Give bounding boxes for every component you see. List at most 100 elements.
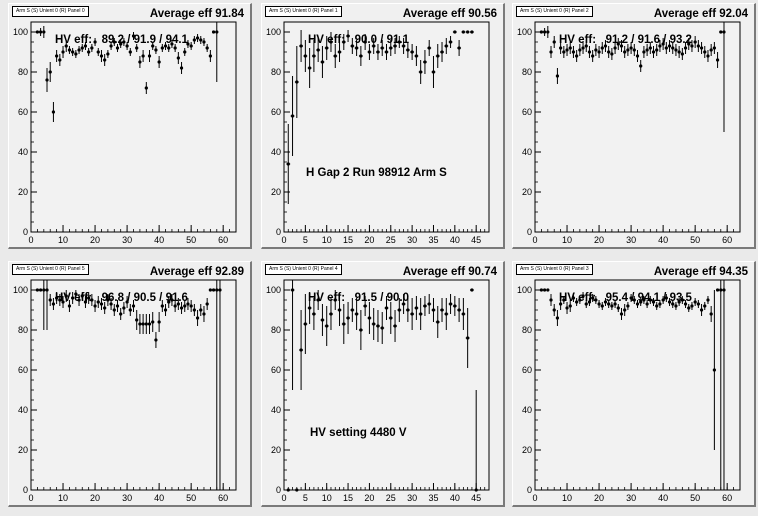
data-point [376,324,380,328]
data-point [320,318,325,322]
data-point [346,34,350,38]
efficiency-plot: 0 20 40 60 80 100 0 5 10 15 20 25 30 35 40 45 [266,279,490,503]
data-point [397,308,401,312]
data-point [147,54,152,58]
data-point [128,308,132,312]
y-tick-label: 100 [266,27,281,37]
data-point [559,46,563,50]
efficiency-plot: 0 20 40 60 80 100 0 10 20 30 40 50 60 [517,21,741,245]
data-point [333,54,337,58]
data-point [440,308,444,312]
data-point [74,292,78,296]
data-point [706,54,710,58]
data-point [42,288,46,292]
data-point [661,42,665,46]
data-point [642,50,646,54]
data-point [170,298,174,302]
data-point [623,50,627,54]
data-point [393,324,397,328]
data-point [189,304,193,308]
data-point [568,304,572,308]
data-point [667,44,672,48]
data-point [55,296,59,300]
data-point [115,46,120,50]
data-point [706,298,710,302]
data-point [658,302,662,306]
y-tick-label: 20 [271,445,281,455]
x-tick-label: 0 [28,235,33,245]
data-point [687,42,691,46]
x-tick-label: 20 [594,493,604,503]
data-point [690,304,694,308]
x-tick-label: 0 [28,493,33,503]
data-point [135,318,139,322]
data-point [93,40,97,44]
data-point [83,300,88,304]
data-point [448,302,453,306]
data-point [170,42,174,46]
efficiency-plot: 0 20 40 60 80 100 0 10 20 30 40 50 60 [517,279,741,503]
data-point [414,54,418,58]
data-point [677,300,681,304]
data-point [144,322,148,326]
data-point [389,316,393,320]
data-point [680,298,684,302]
data-point [591,54,595,58]
data-point [51,302,56,306]
data-point [48,70,52,74]
data-point [466,336,470,340]
data-point [144,86,148,90]
y-tick-label: 20 [18,187,28,197]
data-point [211,288,216,292]
data-point [329,312,333,316]
data-point [693,40,697,44]
panel-1: 0 20 40 60 80 100 0 5 10 15 20 25 30 35 40 45 Arm S (S) … [261,3,505,249]
data-point [664,46,668,50]
data-point [423,60,427,64]
data-point [61,50,65,54]
x-tick-label: 15 [343,493,353,503]
data-point [202,312,206,316]
x-tick-label: 0 [532,493,537,503]
data-point [470,288,474,292]
data-point [380,46,384,50]
data-point [626,304,630,308]
data-point [619,44,624,48]
data-point [401,302,406,306]
data-point [600,46,604,50]
y-tick-label: 100 [517,27,532,37]
y-tick-label: 40 [522,147,532,157]
y-tick-label: 0 [276,485,281,495]
x-tick-label: 5 [303,235,308,245]
panel-title-tag: Arm S (S) Unient 0 (R) Panel 4 [265,264,342,275]
data-point [584,302,588,306]
data-point [320,60,325,64]
data-point [173,304,177,308]
data-point [632,48,636,52]
panel-0: 0 20 40 60 80 100 0 10 20 30 40 50 60 Arm S (S) Unien… [8,3,252,249]
data-point [192,308,196,312]
data-point [55,54,59,58]
data-point [651,50,656,54]
data-point [610,52,614,56]
data-point [565,306,569,310]
y-tick-label: 80 [271,325,281,335]
data-point [384,50,389,54]
data-point [359,54,363,58]
data-point [147,322,152,326]
hv-eff-label: HV eff: 96.8 / 90.5 / 91.6 [55,292,188,304]
data-point [355,312,359,316]
x-tick-label: 60 [722,235,732,245]
data-point [303,322,307,326]
data-point [642,298,646,302]
data-point [549,298,553,302]
y-tick-label: 40 [18,405,28,415]
efficiency-plot: 0 20 40 60 80 100 0 10 20 30 40 50 60 [13,279,237,503]
data-point [674,48,678,52]
data-point [299,44,303,48]
data-point [419,312,423,316]
data-point [45,78,49,82]
data-point [683,302,688,306]
data-point [103,58,107,62]
